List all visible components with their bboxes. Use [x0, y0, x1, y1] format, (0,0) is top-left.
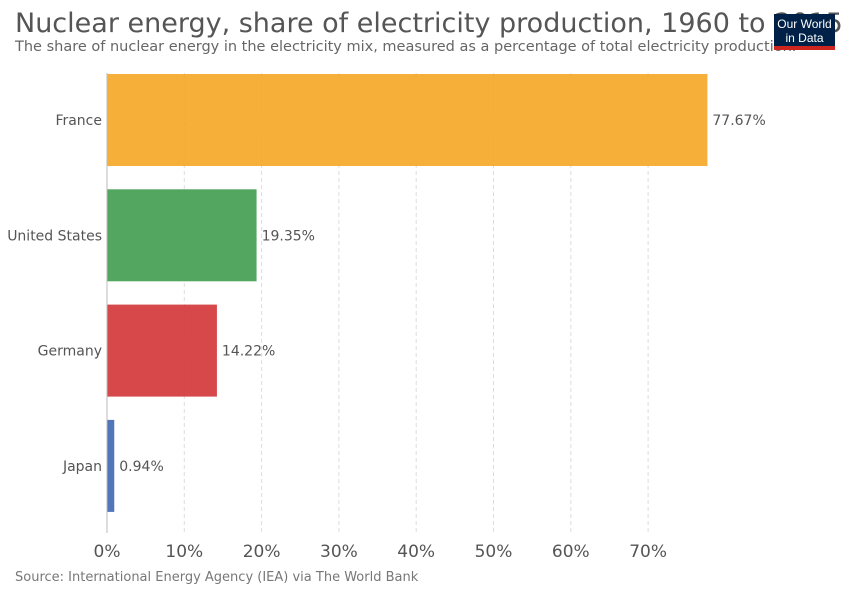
- owid-logo[interactable]: Our World in Data: [774, 14, 835, 50]
- x-tick-label: 0%: [94, 542, 121, 562]
- logo-line-2: in Data: [785, 31, 824, 45]
- x-tick-label: 40%: [397, 542, 435, 562]
- bar[interactable]: [107, 74, 708, 166]
- x-tick-label: 70%: [629, 542, 667, 562]
- category-label: United States: [7, 228, 102, 244]
- source-note: Source: International Energy Agency (IEA…: [15, 570, 419, 585]
- bar[interactable]: [107, 304, 217, 397]
- value-label: 77.67%: [712, 113, 765, 129]
- logo-line-1: Our World: [777, 17, 832, 31]
- x-tick-label: 50%: [475, 542, 513, 562]
- x-tick-label: 30%: [320, 542, 358, 562]
- x-tick-label: 20%: [243, 542, 281, 562]
- x-tick-label: 60%: [552, 542, 590, 562]
- value-label: 19.35%: [262, 228, 315, 244]
- value-label: 0.94%: [119, 459, 163, 475]
- category-label: Japan: [62, 459, 102, 475]
- chart-subtitle: The share of nuclear energy in the elect…: [15, 39, 797, 55]
- bar[interactable]: [107, 419, 115, 512]
- x-tick-label: 10%: [165, 542, 203, 562]
- bar[interactable]: [107, 189, 257, 282]
- category-label: France: [55, 113, 102, 129]
- category-label: Germany: [38, 344, 102, 360]
- value-label: 14.22%: [222, 344, 275, 360]
- chart-title: Nuclear energy, share of electricity pro…: [15, 8, 843, 39]
